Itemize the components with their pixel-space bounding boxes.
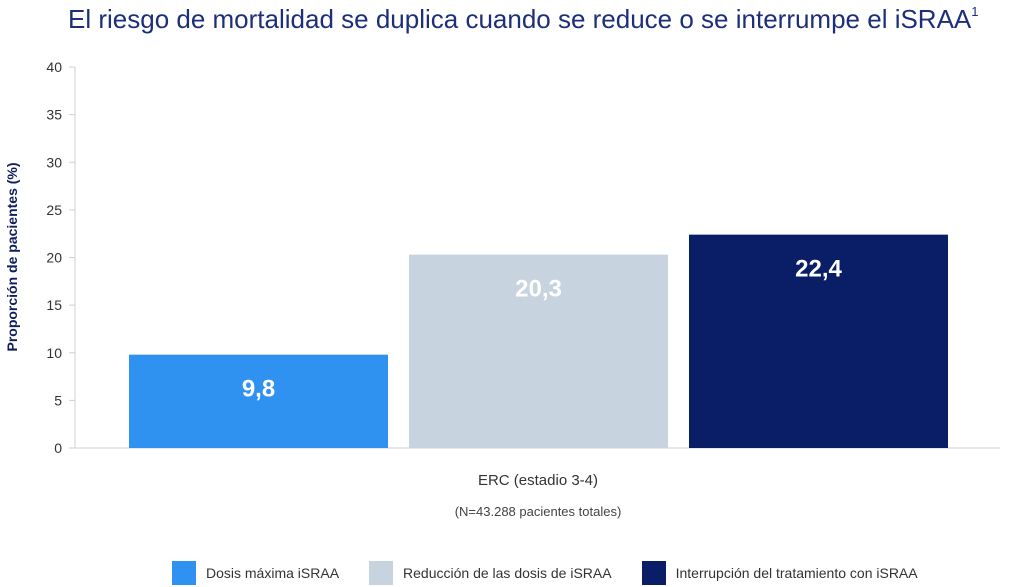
y-tick-label: 10 [46, 345, 62, 361]
y-tick-label: 40 [46, 59, 62, 75]
y-tick-label: 0 [54, 440, 62, 456]
bar-value-label-1: 9,8 [242, 376, 275, 403]
title-footnote-ref: 1 [971, 4, 979, 20]
bar-1 [129, 354, 388, 448]
legend: Dosis máxima iSRAA Reducción de las dosis… [172, 561, 948, 585]
category-label: ERC (estadio 3-4) [478, 472, 598, 489]
legend-swatch [172, 561, 196, 585]
bar-3 [689, 234, 948, 448]
legend-label: Dosis máxima iSRAA [206, 565, 340, 581]
chart-subtitle: (N=43.288 pacientes totales) [455, 504, 622, 519]
legend-label: Interrupción del tratamiento con iSRAA [675, 565, 918, 581]
legend-item-2: Reducción de las dosis de iSRAA [369, 561, 612, 585]
y-tick-label: 20 [46, 250, 62, 266]
bar-2 [409, 254, 668, 448]
chart-title-text: El riesgo de mortalidad se duplica cuand… [68, 4, 972, 34]
bar-value-label-3: 22,4 [795, 256, 842, 283]
chart-title: El riesgo de mortalidad se duplica cuand… [68, 4, 979, 35]
bar-value-label-2: 20,3 [515, 276, 562, 303]
legend-item-1: Dosis máxima iSRAA [172, 561, 339, 585]
legend-item-3: Interrupción del tratamiento con iSRAA [641, 561, 918, 585]
y-tick-label: 35 [46, 107, 62, 123]
legend-label: Reducción de las dosis de iSRAA [403, 565, 612, 581]
legend-swatch [641, 561, 666, 585]
y-tick-label: 30 [46, 154, 62, 170]
y-tick-label: 15 [46, 297, 62, 313]
y-tick-label: 25 [46, 202, 62, 218]
legend-swatch [369, 561, 394, 585]
bars: 9,8 20,3 22,4 [129, 234, 948, 448]
y-tick-label: 5 [54, 392, 62, 408]
y-axis-label: Proporción de pacientes (%) [4, 162, 20, 351]
